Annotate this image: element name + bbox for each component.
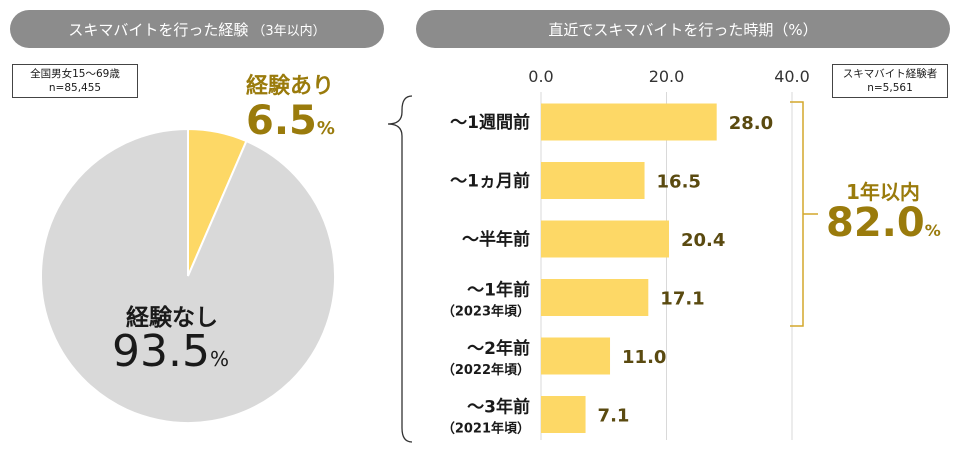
pie-yes-value: 6.5 [246,98,317,144]
x-tick-label: 0.0 [528,67,553,86]
bar-value-label: 16.5 [657,172,701,193]
category-label: ～1年前 [467,280,530,301]
bar-value-label: 17.1 [660,289,704,310]
pie-no-value-wrap: 93.5% [112,326,229,377]
bar [541,220,670,258]
category-label: ～1ヵ月前 [450,171,530,192]
pie-sample-note-line1: 全国男女15～69歳 [30,68,120,80]
bar-title: 直近でスキマバイトを行った時期（%） [548,20,818,39]
bar [541,103,717,141]
x-tick-label: 40.0 [774,67,810,86]
bar-value-label: 7.1 [598,406,630,427]
category-sublabel: （2021年頃） [442,421,530,437]
category-sublabel: （2022年頃） [442,362,530,378]
bar [541,162,645,199]
pie-yes-percent: % [316,118,335,139]
category-label: ～2年前 [467,338,530,359]
pie-no-value: 93.5 [112,326,210,377]
bar-sample-note-line2: n=5,561 [867,82,913,94]
left-brace [387,95,413,443]
bar [541,396,586,433]
bracket-percent: % [924,221,941,240]
pie-yes-value-wrap: 6.5% [246,98,335,144]
pie-title-pill: スキマバイトを行った経験 （3年以内） [10,10,384,48]
pie-title-note: （3年以内） [252,23,326,39]
pie-slice-1 [40,127,336,424]
bar-value-label: 28.0 [729,113,773,134]
bracket-label: 1年以内 [846,180,920,204]
bracket-value-wrap: 82.0% [826,200,941,246]
bar-sample-note: スキマバイト経験者 n=5,561 [832,64,948,98]
pie-no-percent: % [209,347,229,371]
bar-value-label: 11.0 [622,347,666,368]
pie-no-label: 経験なし [126,305,218,331]
pie-yes-label: 経験あり [246,74,335,99]
category-sublabel: （2023年頃） [442,304,530,320]
pie-sample-note: 全国男女15～69歳 n=85,455 [12,64,138,98]
bracket-value: 82.0 [826,200,925,246]
bar-sample-note-line1: スキマバイト経験者 [842,68,938,80]
pie-title: スキマバイトを行った経験 [68,20,249,39]
bar [541,337,611,375]
bar [541,279,649,316]
category-label: ～1週間前 [450,112,530,133]
bar-title-pill: 直近でスキマバイトを行った時期（%） [416,10,950,48]
category-label: ～3年前 [467,397,530,418]
category-label: ～半年前 [462,229,530,250]
pie-sample-note-line2: n=85,455 [48,82,102,94]
x-tick-label: 20.0 [649,67,685,86]
one-year-bracket [790,101,818,327]
bar-value-label: 20.4 [681,230,725,251]
